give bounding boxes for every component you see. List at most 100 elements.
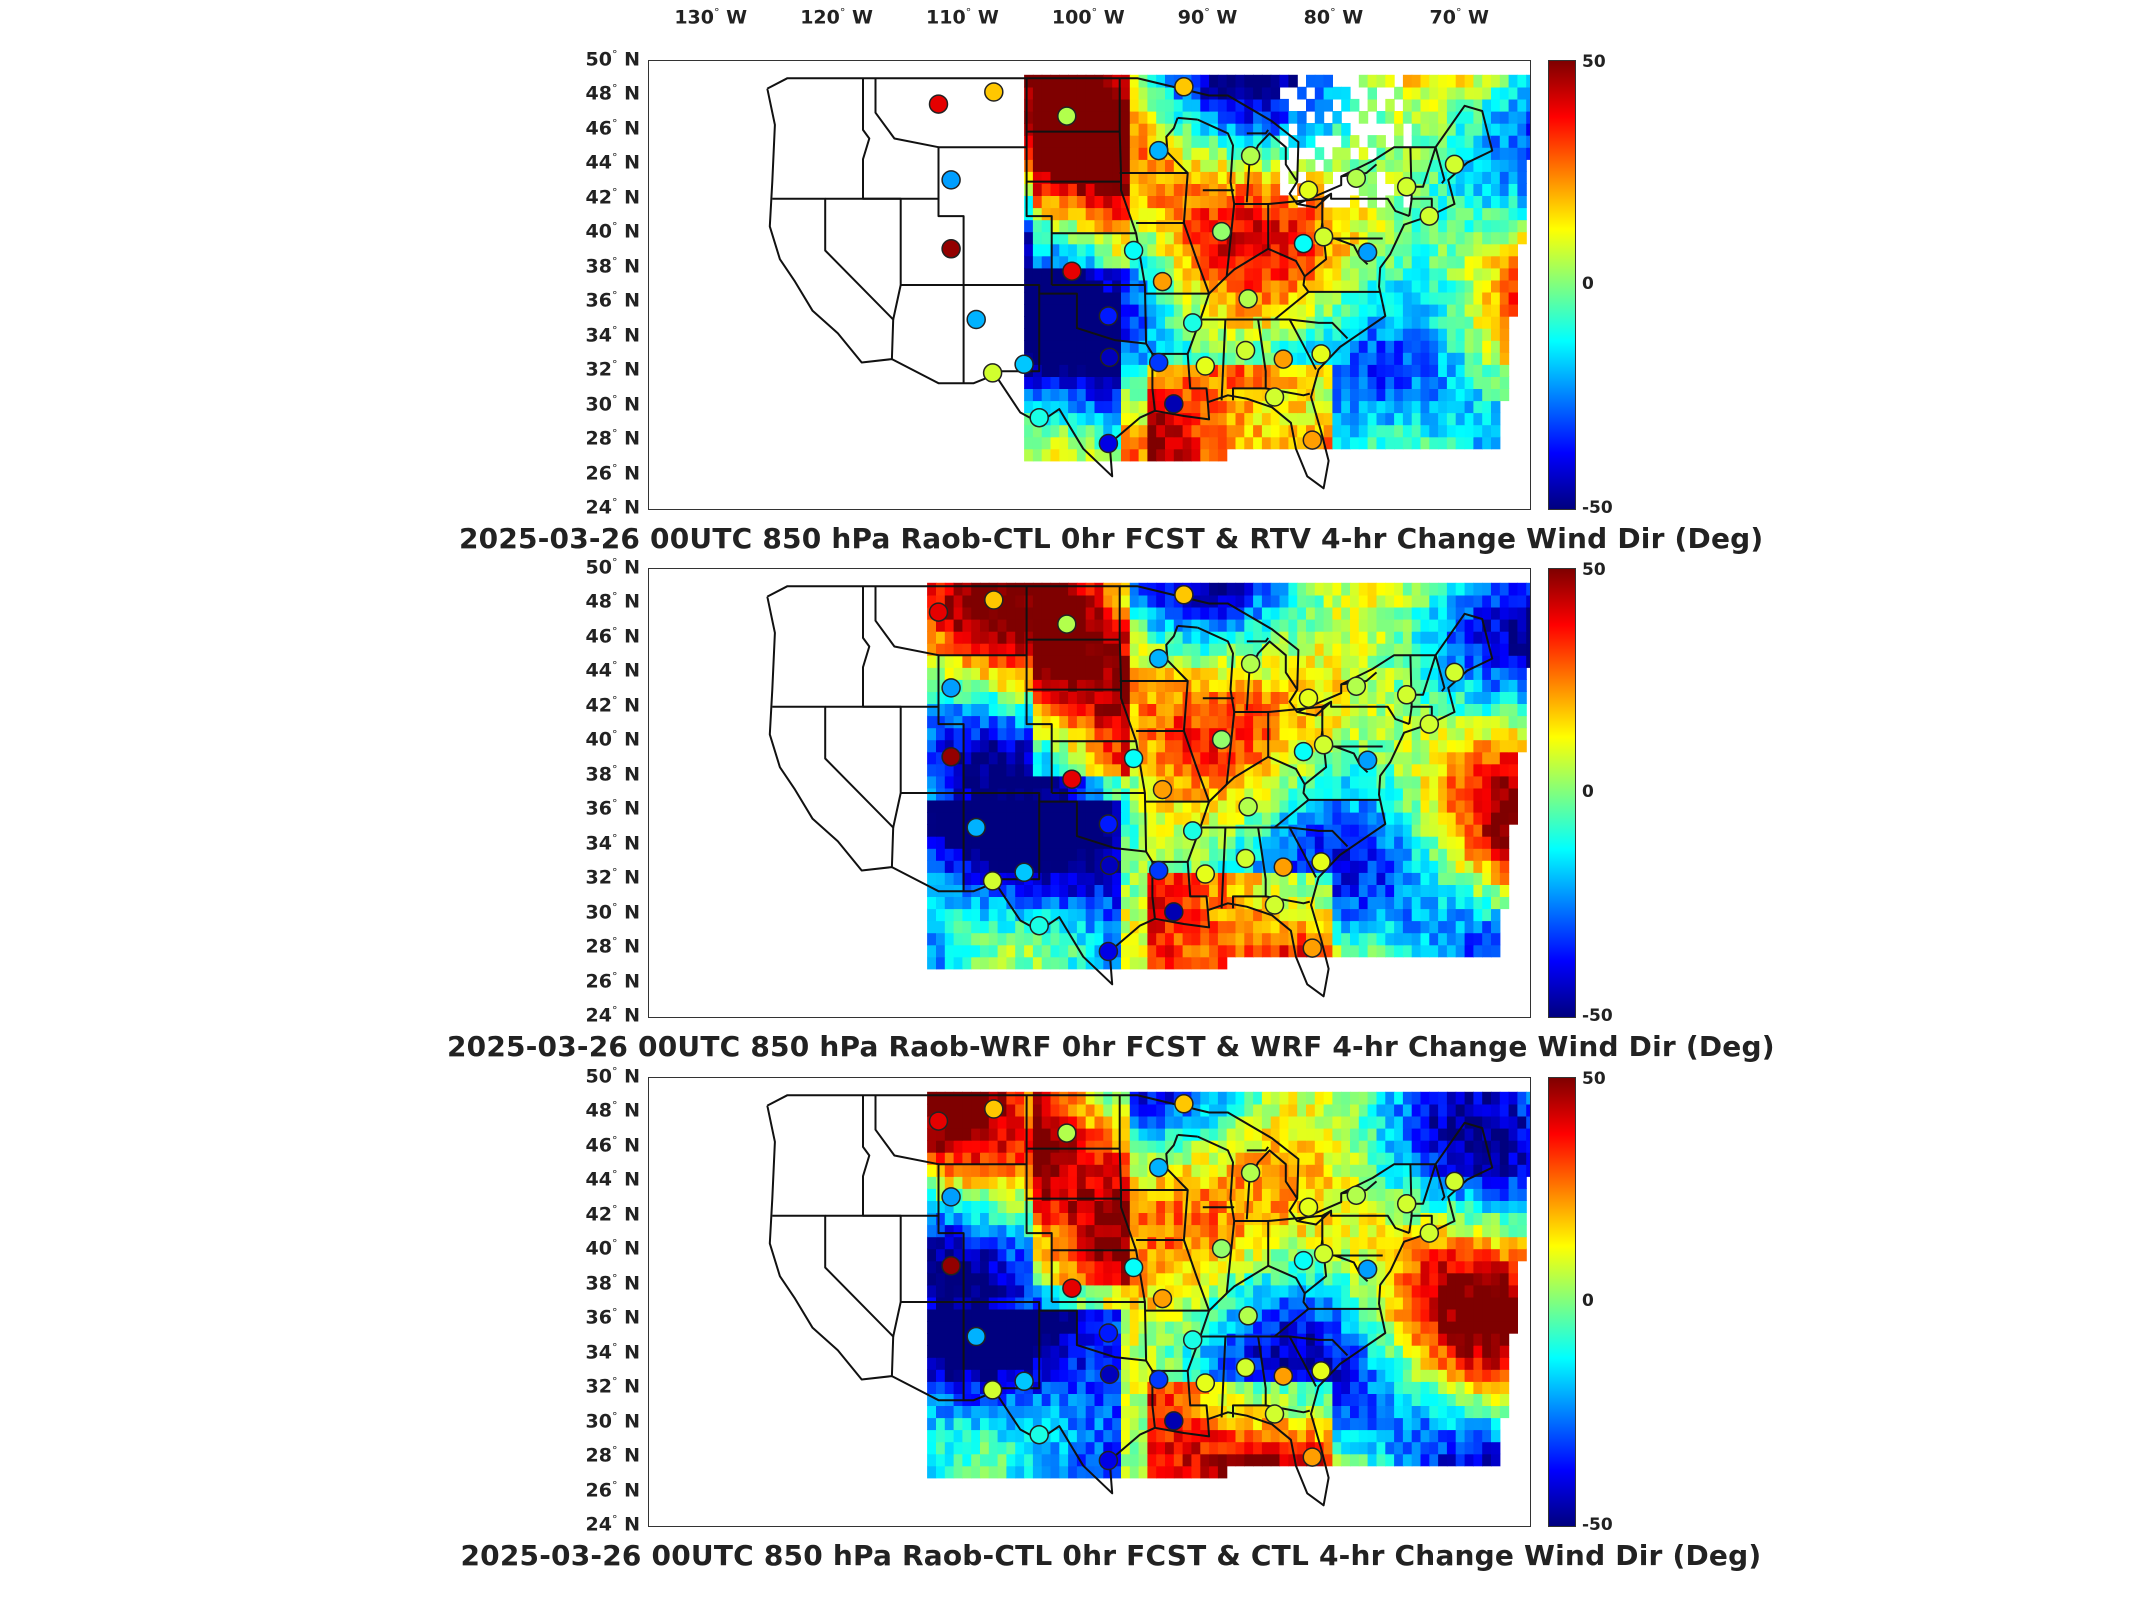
state-boundaries bbox=[766, 77, 1494, 490]
raob-station-marker bbox=[1062, 261, 1082, 281]
raob-station-marker bbox=[1182, 313, 1203, 333]
raob-station-marker bbox=[1164, 902, 1184, 922]
raob-station-marker bbox=[1240, 146, 1261, 166]
raob-station-marker bbox=[1293, 1250, 1314, 1271]
raob-station-marker bbox=[941, 1256, 961, 1276]
latitude-label: 44° N bbox=[585, 659, 640, 682]
raob-station-marker bbox=[1238, 289, 1258, 309]
raob-station-marker bbox=[1346, 168, 1367, 188]
raob-station-marker bbox=[1098, 433, 1119, 454]
raob-station-marker bbox=[1311, 1361, 1331, 1381]
latitude-label: 48° N bbox=[585, 82, 640, 105]
longitude-label: 130° W bbox=[674, 6, 748, 29]
raob-station-marker bbox=[1302, 938, 1323, 958]
raob-station-marker bbox=[1182, 821, 1203, 841]
raob-station-marker bbox=[1123, 748, 1144, 769]
map-svg bbox=[766, 1091, 1530, 1507]
raob-station-marker bbox=[1062, 769, 1082, 789]
latitude-label: 28° N bbox=[585, 935, 640, 958]
raob-station-marker bbox=[1148, 1369, 1169, 1390]
raob-station-marker bbox=[928, 94, 949, 114]
raob-station-marker bbox=[1164, 394, 1184, 414]
raob-station-marker bbox=[1014, 1371, 1034, 1392]
raob-station-marker bbox=[1164, 1411, 1184, 1431]
raob-station-marker bbox=[1098, 1323, 1119, 1343]
raob-station-marker bbox=[1357, 750, 1378, 771]
latitude-label: 46° N bbox=[585, 624, 640, 648]
latitude-label: 32° N bbox=[585, 358, 640, 381]
latitude-label: 26° N bbox=[585, 969, 640, 992]
raob-station-marker bbox=[1123, 1257, 1144, 1278]
raob-station-marker bbox=[1099, 1364, 1120, 1385]
colorbar bbox=[1548, 60, 1576, 510]
latitude-label: 50° N bbox=[585, 48, 640, 71]
raob-station-marker bbox=[1195, 356, 1216, 376]
raob-station-marker bbox=[984, 590, 1004, 610]
raob-station-marker bbox=[1298, 1197, 1319, 1217]
latitude-label: 42° N bbox=[585, 693, 640, 717]
raob-station-marker bbox=[1098, 814, 1119, 834]
latitude-label: 26° N bbox=[585, 1478, 640, 1501]
longitude-label: 80° W bbox=[1303, 6, 1364, 29]
raob-station-marker bbox=[941, 170, 961, 190]
longitude-label: 120° W bbox=[800, 6, 873, 29]
latitude-label: 38° N bbox=[585, 762, 640, 786]
raob-station-marker bbox=[1174, 1094, 1194, 1114]
longitude-label: 70° W bbox=[1429, 6, 1490, 29]
latitude-label: 26° N bbox=[585, 461, 640, 484]
raob-station-marker bbox=[1014, 354, 1034, 375]
raob-station-marker bbox=[1029, 1424, 1049, 1445]
latitude-label: 32° N bbox=[585, 1375, 640, 1398]
latitude-label: 50° N bbox=[585, 1065, 640, 1088]
raob-station-marker bbox=[1346, 676, 1367, 696]
latitude-label: 30° N bbox=[585, 1409, 640, 1432]
latitude-label: 40° N bbox=[585, 728, 640, 751]
raob-station-marker bbox=[1235, 848, 1256, 869]
raob-station-marker bbox=[966, 309, 986, 330]
colorbar-mid-label: 0 bbox=[1582, 1291, 1594, 1311]
raob-station-marker bbox=[1313, 735, 1334, 755]
colorbar-min-label: -50 bbox=[1582, 498, 1613, 518]
raob-station-marker bbox=[1029, 407, 1049, 428]
raob-station-marker bbox=[1014, 862, 1034, 883]
latitude-label: 36° N bbox=[585, 797, 640, 820]
longitude-label: 90° W bbox=[1177, 6, 1238, 29]
latitude-label: 40° N bbox=[585, 220, 640, 243]
raob-station-marker bbox=[1235, 1357, 1256, 1378]
raob-station-marker bbox=[1444, 1171, 1465, 1192]
raob-station-marker bbox=[1273, 1366, 1294, 1386]
state-boundaries bbox=[766, 585, 1494, 998]
latitude-label: 24° N bbox=[585, 1513, 640, 1536]
raob-station-marker bbox=[1264, 1404, 1285, 1424]
raob-station-marker bbox=[984, 82, 1004, 102]
raob-station-marker bbox=[1313, 227, 1334, 247]
raob-station-marker bbox=[966, 817, 986, 838]
latitude-label: 32° N bbox=[585, 866, 640, 889]
latitude-label: 24° N bbox=[585, 496, 640, 519]
raob-station-marker bbox=[941, 747, 961, 767]
latitude-label: 46° N bbox=[585, 1133, 640, 1157]
raob-station-marker bbox=[1419, 714, 1440, 734]
raob-station-marker bbox=[1099, 855, 1120, 876]
raob-station-marker bbox=[1062, 1278, 1082, 1298]
latitude-label: 34° N bbox=[585, 323, 640, 347]
map-plot-area bbox=[648, 568, 1531, 1018]
latitude-label: 42° N bbox=[585, 185, 640, 209]
latitude-label: 40° N bbox=[585, 1237, 640, 1260]
raob-station-marker bbox=[1293, 741, 1314, 762]
raob-station-marker bbox=[1029, 915, 1049, 936]
latitude-label: 42° N bbox=[585, 1202, 640, 1226]
raob-station-marker bbox=[1174, 585, 1194, 605]
latitude-label: 24° N bbox=[585, 1004, 640, 1027]
latitude-label: 44° N bbox=[585, 1168, 640, 1191]
raob-station-marker bbox=[1311, 852, 1331, 872]
raob-station-marker bbox=[1240, 1163, 1261, 1183]
raob-station-marker bbox=[941, 678, 961, 698]
raob-station-marker bbox=[1302, 430, 1323, 450]
raob-station-marker bbox=[1313, 1244, 1334, 1264]
raob-station-marker bbox=[1148, 860, 1169, 881]
raob-station-marker bbox=[1273, 349, 1294, 369]
raob-station-marker bbox=[1273, 857, 1294, 877]
raob-station-marker bbox=[1238, 1306, 1258, 1326]
colorbar bbox=[1548, 568, 1576, 1018]
